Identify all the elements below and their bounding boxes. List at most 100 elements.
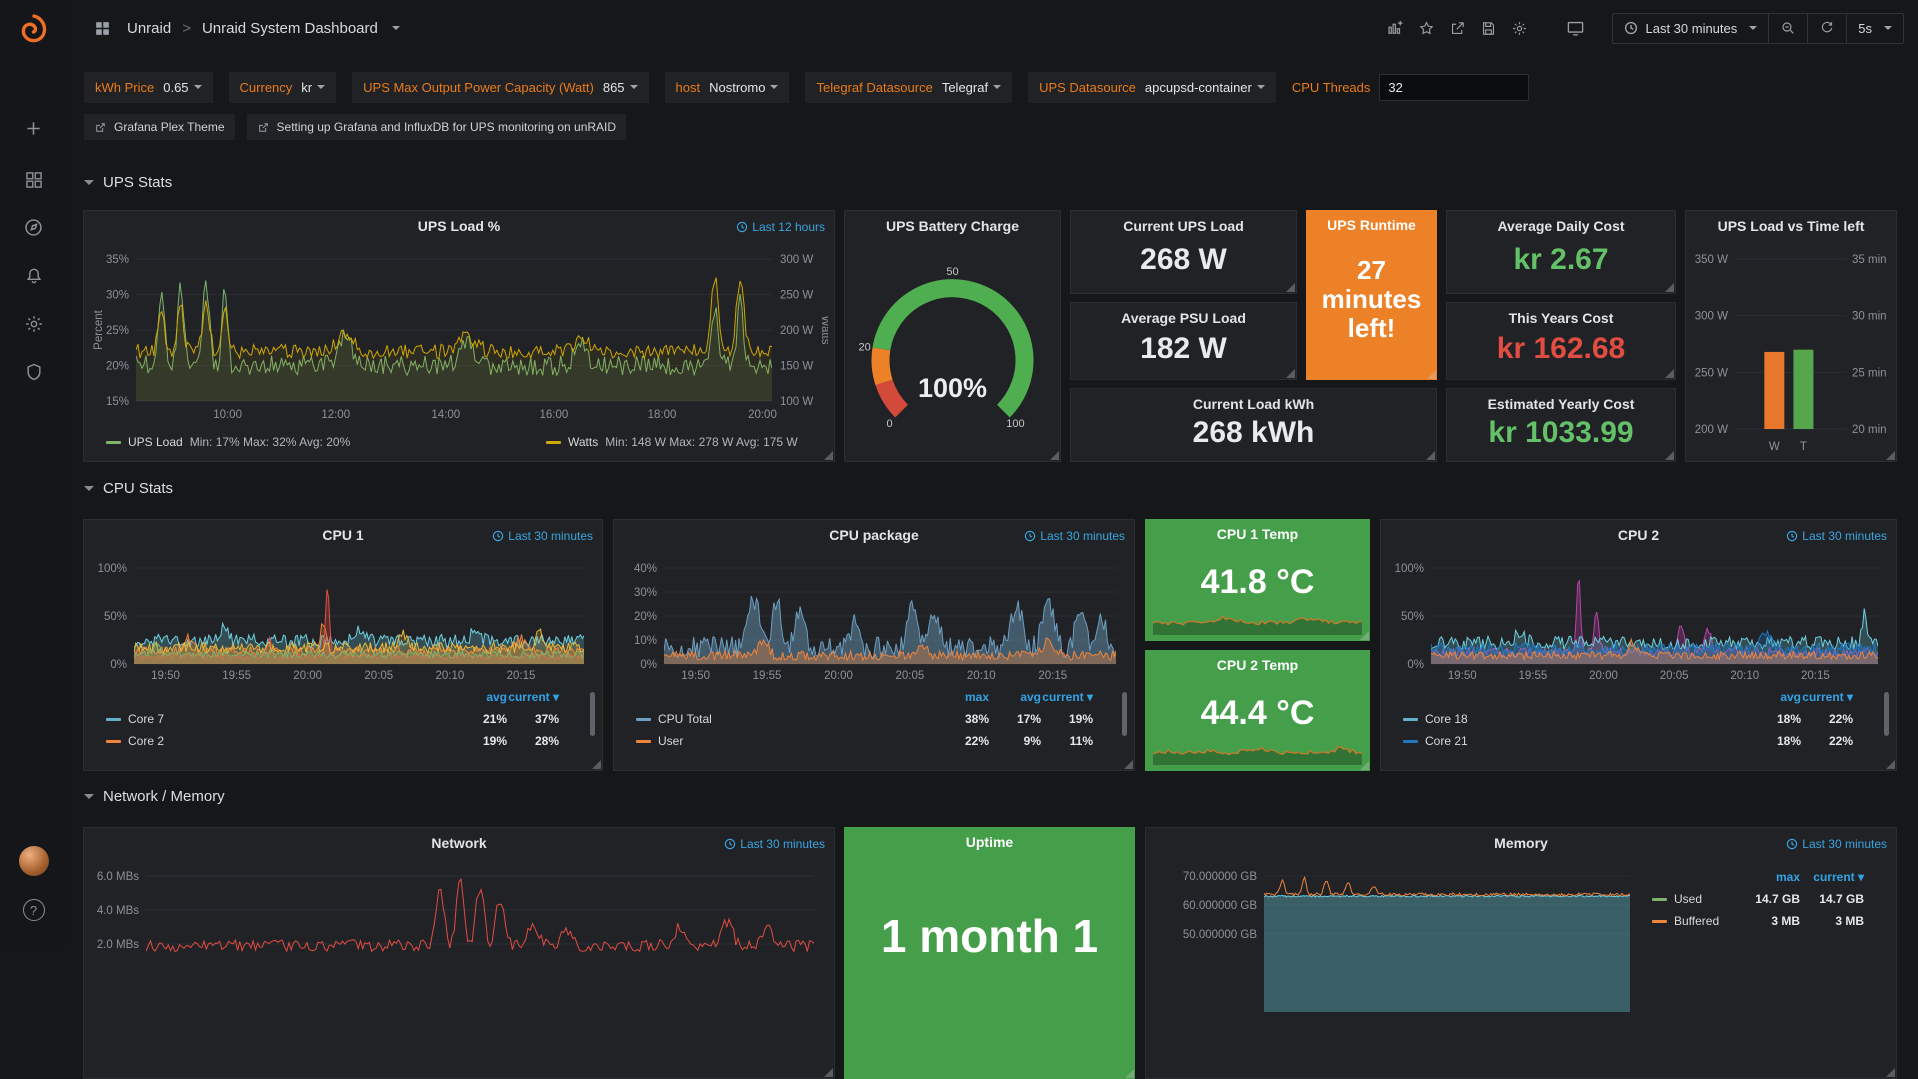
cpu2-chart[interactable]: 100% 50% 0% 19:50 19:55 20:00 20:05 20:10 20:15 bbox=[1387, 554, 1890, 684]
grafana-logo-icon[interactable] bbox=[15, 9, 53, 47]
dashboard-caret-icon[interactable] bbox=[391, 26, 400, 30]
variable-host[interactable]: host Nostromo bbox=[664, 71, 790, 103]
panel-title[interactable]: This Years Cost bbox=[1508, 310, 1614, 326]
section-cpu-stats[interactable]: CPU Stats bbox=[84, 480, 173, 497]
series-name[interactable]: Core 2 bbox=[128, 734, 165, 748]
series-name[interactable]: Used bbox=[1674, 892, 1703, 906]
ups-bar-chart[interactable]: 350 W 300 W 250 W 200 W 35 min 30 min 25 min 20… bbox=[1688, 245, 1894, 459]
series-name[interactable]: Watts bbox=[568, 435, 599, 449]
cpu1-legend: avg current ▾ Core 7 21% 37% Core 2 19% 28% bbox=[92, 688, 595, 768]
legend-col-avg[interactable]: avg bbox=[1020, 690, 1041, 704]
legend-value: 3 MB bbox=[1835, 914, 1864, 928]
explore-compass-icon[interactable] bbox=[15, 208, 53, 246]
legend-scrollbar[interactable] bbox=[1122, 692, 1127, 736]
panel-title[interactable]: Network bbox=[431, 835, 487, 851]
series-color-dash[interactable] bbox=[636, 717, 651, 721]
legend-col-avg[interactable]: avg bbox=[1780, 690, 1801, 704]
series-name[interactable]: CPU Total bbox=[658, 712, 712, 726]
series-color-dash[interactable] bbox=[1652, 919, 1667, 923]
panel-time-override: Last 30 minutes bbox=[1786, 529, 1887, 543]
help-icon[interactable]: ? bbox=[15, 891, 53, 929]
legend-scrollbar[interactable] bbox=[590, 692, 595, 736]
series-color-dash[interactable] bbox=[636, 739, 651, 743]
panel-title[interactable]: UPS Runtime bbox=[1327, 217, 1416, 233]
panel-title[interactable]: CPU 2 bbox=[1617, 527, 1660, 543]
network-chart[interactable]: 6.0 MBs 4.0 MBs 2.0 MBs bbox=[90, 862, 824, 1012]
series-color-dash[interactable] bbox=[106, 717, 121, 721]
alerting-bell-icon[interactable] bbox=[15, 257, 53, 295]
svg-text:19:55: 19:55 bbox=[222, 670, 251, 682]
legend-col-max[interactable]: max bbox=[964, 690, 989, 704]
dashboard-picker-grid-icon[interactable] bbox=[87, 16, 118, 41]
panel-title[interactable]: UPS Battery Charge bbox=[885, 218, 1020, 234]
panel-title[interactable]: Uptime bbox=[965, 834, 1014, 850]
panel-title[interactable]: CPU 1 Temp bbox=[1216, 526, 1299, 542]
legend-col-current[interactable]: current ▾ bbox=[1802, 690, 1853, 704]
link-grafana-plex-theme[interactable]: Grafana Plex Theme bbox=[84, 114, 235, 140]
series-name[interactable]: Core 7 bbox=[128, 712, 165, 726]
series-name[interactable]: Core 18 bbox=[1425, 712, 1468, 726]
panel-title[interactable]: Memory bbox=[1494, 835, 1548, 851]
series-name[interactable]: User bbox=[658, 734, 684, 748]
section-network-memory[interactable]: Network / Memory bbox=[84, 788, 225, 805]
series-color-dash[interactable] bbox=[1403, 739, 1418, 743]
breadcrumb-org[interactable]: Unraid bbox=[127, 19, 172, 37]
share-button[interactable] bbox=[1442, 16, 1473, 41]
link-ups-monitoring-guide[interactable]: Setting up Grafana and InfluxDB for UPS … bbox=[246, 114, 627, 140]
panel-title[interactable]: CPU 2 Temp bbox=[1216, 657, 1299, 673]
panel-title[interactable]: Current Load kWh bbox=[1192, 396, 1315, 412]
variable-currency[interactable]: Currency kr bbox=[228, 71, 337, 103]
panel-title[interactable]: Current UPS Load bbox=[1123, 218, 1244, 234]
legend-col-avg[interactable]: avg bbox=[486, 690, 507, 704]
legend-scrollbar[interactable] bbox=[1884, 692, 1889, 736]
cpu1-chart[interactable]: 100% 50% 0% 19:50 19:55 20:00 20:05 20:10 20:15 bbox=[90, 554, 596, 684]
tv-mode-button[interactable] bbox=[1559, 15, 1592, 42]
series-color-dash[interactable] bbox=[546, 440, 561, 444]
series-name[interactable]: Core 21 bbox=[1425, 734, 1468, 748]
add-panel-button[interactable] bbox=[1379, 15, 1411, 41]
series-color-dash[interactable] bbox=[106, 739, 121, 743]
panel-title[interactable]: CPU 1 bbox=[322, 527, 364, 543]
legend-col-current[interactable]: current ▾ bbox=[1042, 690, 1093, 704]
svg-text:20:00: 20:00 bbox=[824, 670, 853, 682]
panel-title[interactable]: UPS Load % bbox=[417, 218, 501, 234]
legend-col-current[interactable]: current ▾ bbox=[1813, 870, 1864, 884]
variable-ups-max-power[interactable]: UPS Max Output Power Capacity (Watt) 865 bbox=[352, 71, 649, 103]
create-plus-icon[interactable] bbox=[15, 109, 53, 147]
legend-col-max[interactable]: max bbox=[1775, 870, 1800, 884]
save-button[interactable] bbox=[1473, 16, 1504, 41]
star-button[interactable] bbox=[1411, 16, 1442, 41]
section-ups-stats[interactable]: UPS Stats bbox=[84, 174, 172, 191]
dashboard-settings-button[interactable] bbox=[1504, 16, 1535, 41]
panel-cpu-package-graph: CPU package Last 30 minutes 40% 30% 20% 10%… bbox=[613, 519, 1135, 771]
series-color-dash[interactable] bbox=[1403, 717, 1418, 721]
cpu-package-chart[interactable]: 40% 30% 20% 10% 0% 19:50 19:55 20:00 20:05 20:10 2… bbox=[620, 554, 1128, 684]
dashboards-icon[interactable] bbox=[15, 161, 53, 199]
panel-title[interactable]: Average PSU Load bbox=[1121, 310, 1246, 326]
series-name[interactable]: Buffered bbox=[1674, 914, 1720, 928]
time-picker-button[interactable]: Last 30 minutes bbox=[1613, 14, 1768, 43]
user-avatar[interactable] bbox=[15, 842, 53, 880]
ups-load-chart[interactable]: 35% 30% 25% 20% 15% 300 W 250 W 200 W 150 W 100 W… bbox=[90, 245, 828, 423]
variable-telegraf-datasource[interactable]: Telegraf Datasource Telegraf bbox=[805, 71, 1013, 103]
panel-title[interactable]: Estimated Yearly Cost bbox=[1487, 396, 1635, 412]
series-color-dash[interactable] bbox=[106, 440, 121, 444]
panel-title[interactable]: Average Daily Cost bbox=[1497, 218, 1625, 234]
variable-kwh-price[interactable]: kWh Price 0.65 bbox=[84, 71, 213, 103]
panel-title[interactable]: UPS Load vs Time left bbox=[1717, 218, 1865, 234]
cpu-threads-input[interactable] bbox=[1379, 73, 1530, 101]
admin-shield-icon[interactable] bbox=[15, 353, 53, 391]
panel-time-override: Last 30 minutes bbox=[492, 529, 593, 543]
memory-chart[interactable]: 70.000000 GB 60.000000 GB 50.000000 GB bbox=[1152, 862, 1638, 1012]
refresh-button[interactable] bbox=[1807, 13, 1846, 43]
series-color-dash[interactable] bbox=[1652, 897, 1667, 901]
refresh-interval-button[interactable]: 5s bbox=[1846, 13, 1903, 43]
configuration-gear-icon[interactable] bbox=[15, 305, 53, 343]
dashboard-title[interactable]: Unraid System Dashboard bbox=[201, 19, 378, 37]
legend-col-current[interactable]: current ▾ bbox=[508, 690, 559, 704]
panel-title[interactable]: CPU package bbox=[829, 527, 919, 543]
variable-ups-datasource[interactable]: UPS Datasource apcupsd-container bbox=[1028, 71, 1276, 103]
series-name[interactable]: UPS Load bbox=[128, 435, 183, 449]
zoom-out-button[interactable] bbox=[1768, 13, 1807, 43]
legend-value: 28% bbox=[534, 734, 559, 748]
